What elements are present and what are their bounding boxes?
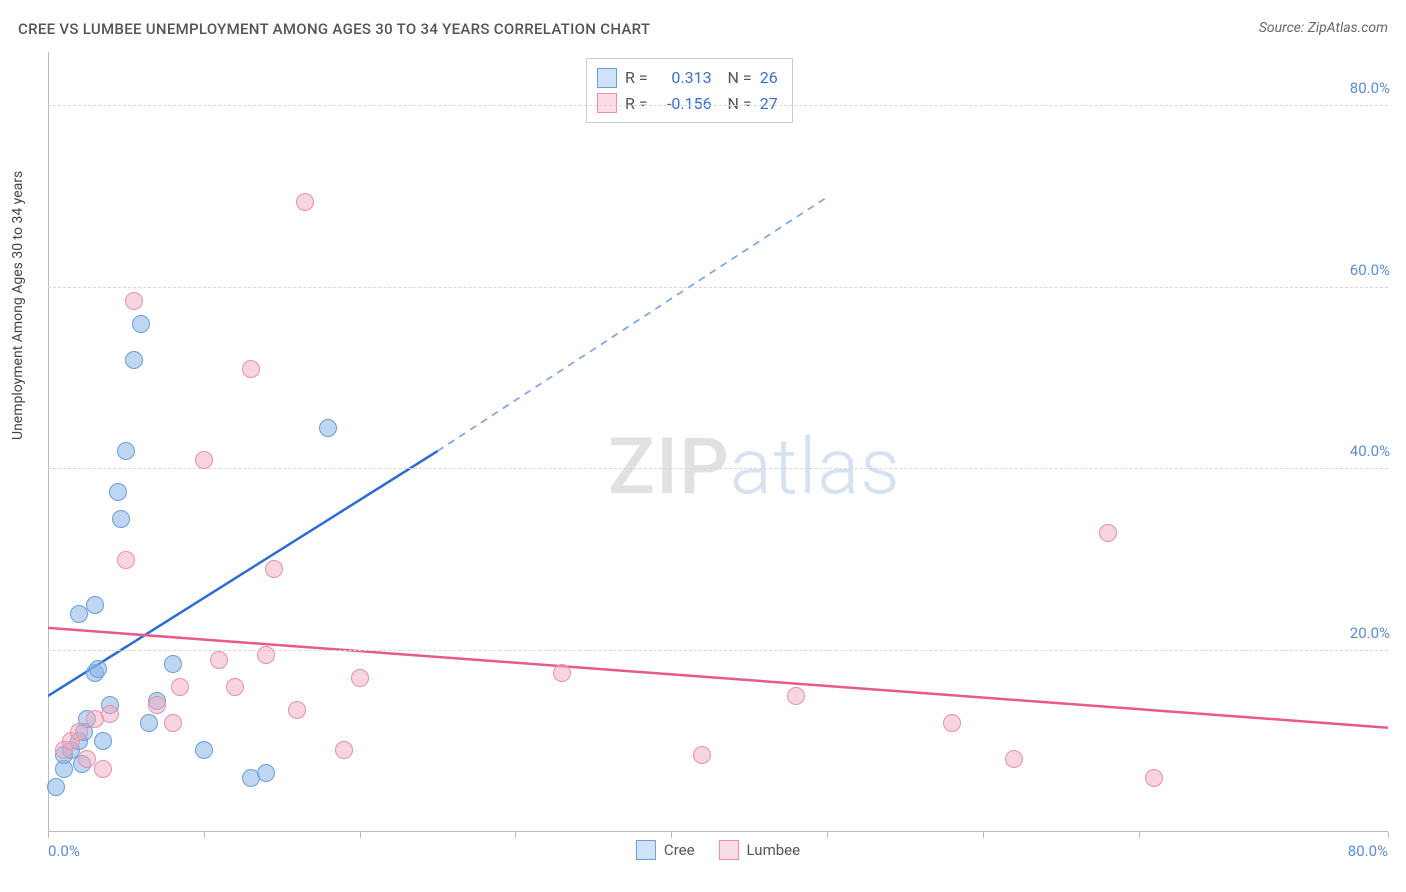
stats-row: R = -0.156 N = 27 — [597, 91, 778, 117]
data-point — [94, 760, 112, 778]
data-point — [257, 764, 275, 782]
grid-line — [48, 650, 1388, 651]
stat-r-value: 0.313 — [656, 65, 712, 91]
y-tick-label: 60.0% — [1350, 261, 1390, 279]
legend-swatch — [719, 840, 739, 860]
data-point — [89, 660, 107, 678]
data-point — [257, 646, 275, 664]
data-point — [140, 714, 158, 732]
data-point — [195, 451, 213, 469]
legend-swatch — [597, 93, 617, 113]
data-point — [288, 701, 306, 719]
stat-n-label: N = — [720, 65, 752, 91]
data-point — [70, 723, 88, 741]
x-tick-mark — [204, 832, 205, 838]
stat-n-value: 26 — [760, 65, 778, 91]
x-tick-mark — [671, 832, 672, 838]
stat-r-label: R = — [625, 65, 648, 91]
x-tick-mark — [827, 832, 828, 838]
data-point — [109, 483, 127, 501]
trend-line — [48, 451, 438, 696]
data-point — [787, 687, 805, 705]
data-point — [1005, 750, 1023, 768]
data-point — [195, 741, 213, 759]
stat-n-value: 27 — [760, 91, 778, 117]
chart-title: CREE VS LUMBEE UNEMPLOYMENT AMONG AGES 3… — [18, 20, 650, 38]
data-point — [943, 714, 961, 732]
data-point — [335, 741, 353, 759]
x-tick-mark — [48, 832, 49, 838]
data-point — [47, 778, 65, 796]
x-tick-mark — [1388, 832, 1389, 838]
data-point — [164, 714, 182, 732]
stats-legend-box: R = 0.313 N = 26 R = -0.156 N = 27 — [586, 58, 793, 123]
x-tick-label: 80.0% — [1348, 842, 1388, 860]
x-tick-mark — [515, 832, 516, 838]
legend-swatch — [636, 840, 656, 860]
legend-label: Cree — [664, 841, 695, 859]
legend-item: Cree — [636, 840, 695, 860]
data-point — [70, 605, 88, 623]
trend-line-dashed — [438, 197, 828, 451]
stat-r-label: R = — [625, 91, 648, 117]
stat-n-label: N = — [720, 91, 752, 117]
x-tick-mark — [360, 832, 361, 838]
data-point — [242, 360, 260, 378]
data-point — [210, 651, 228, 669]
y-axis — [48, 52, 49, 832]
data-point — [1099, 524, 1117, 542]
data-point — [148, 696, 166, 714]
x-axis — [48, 831, 1388, 832]
x-tick-label: 0.0% — [48, 842, 80, 860]
data-point — [553, 664, 571, 682]
data-point — [125, 292, 143, 310]
data-point — [319, 419, 337, 437]
y-axis-label: Unemployment Among Ages 30 to 34 years — [10, 171, 26, 440]
data-point — [226, 678, 244, 696]
data-point — [117, 442, 135, 460]
data-point — [94, 732, 112, 750]
grid-line — [48, 105, 1388, 106]
data-point — [351, 669, 369, 687]
y-tick-label: 40.0% — [1350, 442, 1390, 460]
trend-lines-svg — [48, 52, 1388, 832]
bottom-legend: Cree Lumbee — [636, 840, 800, 860]
scatter-plot: ZIPatlas R =0.313 N = 26R =-0.156 N = 27… — [48, 52, 1388, 832]
data-point — [101, 705, 119, 723]
grid-line — [48, 468, 1388, 469]
data-point — [164, 655, 182, 673]
legend-item: Lumbee — [719, 840, 801, 860]
data-point — [171, 678, 189, 696]
data-point — [117, 551, 135, 569]
data-point — [265, 560, 283, 578]
data-point — [112, 510, 130, 528]
trend-line — [48, 628, 1388, 728]
x-tick-mark — [983, 832, 984, 838]
source-attribution: Source: ZipAtlas.com — [1259, 20, 1388, 36]
data-point — [132, 315, 150, 333]
x-tick-mark — [1139, 832, 1140, 838]
grid-line — [48, 287, 1388, 288]
legend-label: Lumbee — [747, 841, 801, 859]
data-point — [86, 596, 104, 614]
legend-swatch — [597, 68, 617, 88]
data-point — [693, 746, 711, 764]
y-tick-label: 80.0% — [1350, 79, 1390, 97]
stats-row: R = 0.313 N = 26 — [597, 65, 778, 91]
y-tick-label: 20.0% — [1350, 624, 1390, 642]
data-point — [1145, 769, 1163, 787]
data-point — [296, 193, 314, 211]
data-point — [125, 351, 143, 369]
stat-r-value: -0.156 — [656, 91, 712, 117]
